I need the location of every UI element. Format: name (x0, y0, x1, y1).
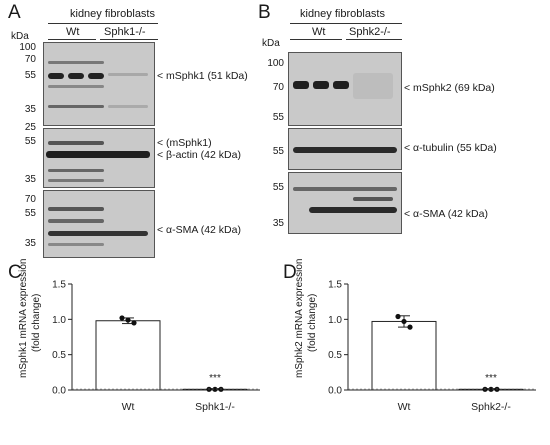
panel-a-group-line (48, 23, 158, 24)
x-category-label: Sphk2-/- (471, 401, 511, 413)
panel-b-lane-ko: Sphk2-/- (349, 26, 391, 38)
x-category-label: Sphk1-/- (195, 401, 235, 413)
panel-b-group-line (290, 23, 402, 24)
label-msphk1-paren: < (mSphk1) (157, 137, 212, 149)
y-tick-label: 0.5 (328, 350, 342, 361)
panel-b-wt-line (290, 39, 342, 40)
data-point (395, 313, 401, 320)
marker-tick: 55 (24, 136, 36, 147)
panel-b-lane-wt: Wt (312, 26, 326, 38)
panel-b-blot2-ticks: 55 (262, 128, 288, 168)
label-beta-actin: < β-actin (42 kDa) (157, 149, 241, 161)
data-point (125, 317, 131, 323)
marker-tick: 70 (272, 82, 284, 93)
y-tick-label: 0.5 (52, 350, 66, 361)
marker-tick: 100 (267, 58, 284, 69)
panel-a-blot3 (43, 190, 155, 258)
panel-b-blot3-ticks: 55 35 (262, 172, 288, 234)
data-point (401, 318, 407, 325)
panel-d-chart: 0.0 0.5 1.0 1.5 Wt Sphk2-/- *** (328, 280, 536, 413)
y-tick-label: 1.0 (52, 315, 66, 326)
label-alpha-tubulin: < α-tubulin (55 kDa) (404, 142, 497, 154)
label-alpha-sma-b: < α-SMA (42 kDa) (404, 208, 488, 220)
panel-a-blot1 (43, 42, 155, 126)
panel-b-kda-label: kDa (262, 38, 280, 49)
panel-c-ylabel-line1: mSphk1 mRNA expression (18, 258, 29, 379)
panel-a-blot2-ticks: 55 35 (14, 128, 44, 188)
data-point (488, 386, 494, 392)
label-alpha-sma-a: < α-SMA (42 kDa) (157, 224, 241, 236)
y-tick-label: 1.5 (328, 280, 342, 291)
marker-tick: 55 (272, 182, 284, 193)
panel-a-group-header: kidney fibroblasts (70, 8, 155, 20)
y-tick-label: 1.5 (52, 280, 66, 291)
panel-b-blot1-ticks: 100 70 55 (262, 52, 288, 123)
marker-tick: 35 (24, 238, 36, 249)
marker-tick: 35 (24, 104, 36, 115)
panel-c-chart: 0.0 0.5 1.0 1.5 Wt Sphk1-/- *** (52, 280, 260, 413)
data-point (407, 324, 413, 330)
y-tick-label: 1.0 (328, 315, 342, 326)
panel-b-group-header: kidney fibroblasts (300, 8, 385, 20)
marker-tick: 55 (272, 146, 284, 157)
marker-tick: 70 (24, 54, 36, 65)
panel-a-letter: A (8, 2, 21, 23)
panel-a-ko-line (100, 39, 158, 40)
panel-d-ylabel-line1: mSphk2 mRNA expression (294, 258, 305, 379)
marker-tick: 55 (24, 208, 36, 219)
bar (371, 320, 437, 391)
label-msphk2: < mSphk2 (69 kDa) (404, 82, 495, 94)
panel-b-blot3 (288, 172, 402, 234)
panel-b-ko-line (346, 39, 402, 40)
panel-a-blot3-ticks: 70 55 35 (14, 190, 44, 260)
panel-b-blot2 (288, 128, 402, 170)
significance-marker: *** (209, 373, 221, 384)
panel-b-letter: B (258, 2, 271, 23)
panel-a-wt-line (48, 39, 96, 40)
panel-a-blot1-ticks: 100 70 55 35 25 (14, 42, 44, 133)
y-tick-label: 0.0 (52, 386, 66, 397)
data-point (212, 386, 218, 392)
data-point (119, 315, 125, 321)
panel-d-letter: D (283, 262, 297, 283)
panel-a-blot2 (43, 128, 155, 188)
marker-tick: 35 (272, 218, 284, 229)
marker-tick: 100 (19, 42, 36, 53)
panel-a-lane-wt: Wt (66, 26, 80, 38)
marker-tick: 35 (24, 174, 36, 185)
bar (95, 320, 161, 391)
significance-marker: *** (485, 373, 497, 384)
y-tick-label: 0.0 (328, 386, 342, 397)
data-point (131, 320, 137, 326)
marker-tick: 70 (24, 194, 36, 205)
x-category-label: Wt (122, 401, 135, 413)
panel-a-lane-ko: Sphk1-/- (104, 26, 146, 38)
panel-c-letter: C (8, 262, 22, 283)
x-category-label: Wt (398, 401, 411, 413)
marker-tick: 55 (24, 70, 36, 81)
panel-b-blot1 (288, 52, 402, 126)
panel-a-kda-label: kDa (11, 31, 29, 42)
marker-tick: 55 (272, 112, 284, 123)
label-msphk1: < mSphk1 (51 kDa) (157, 70, 248, 82)
marker-tick: 25 (24, 122, 36, 133)
